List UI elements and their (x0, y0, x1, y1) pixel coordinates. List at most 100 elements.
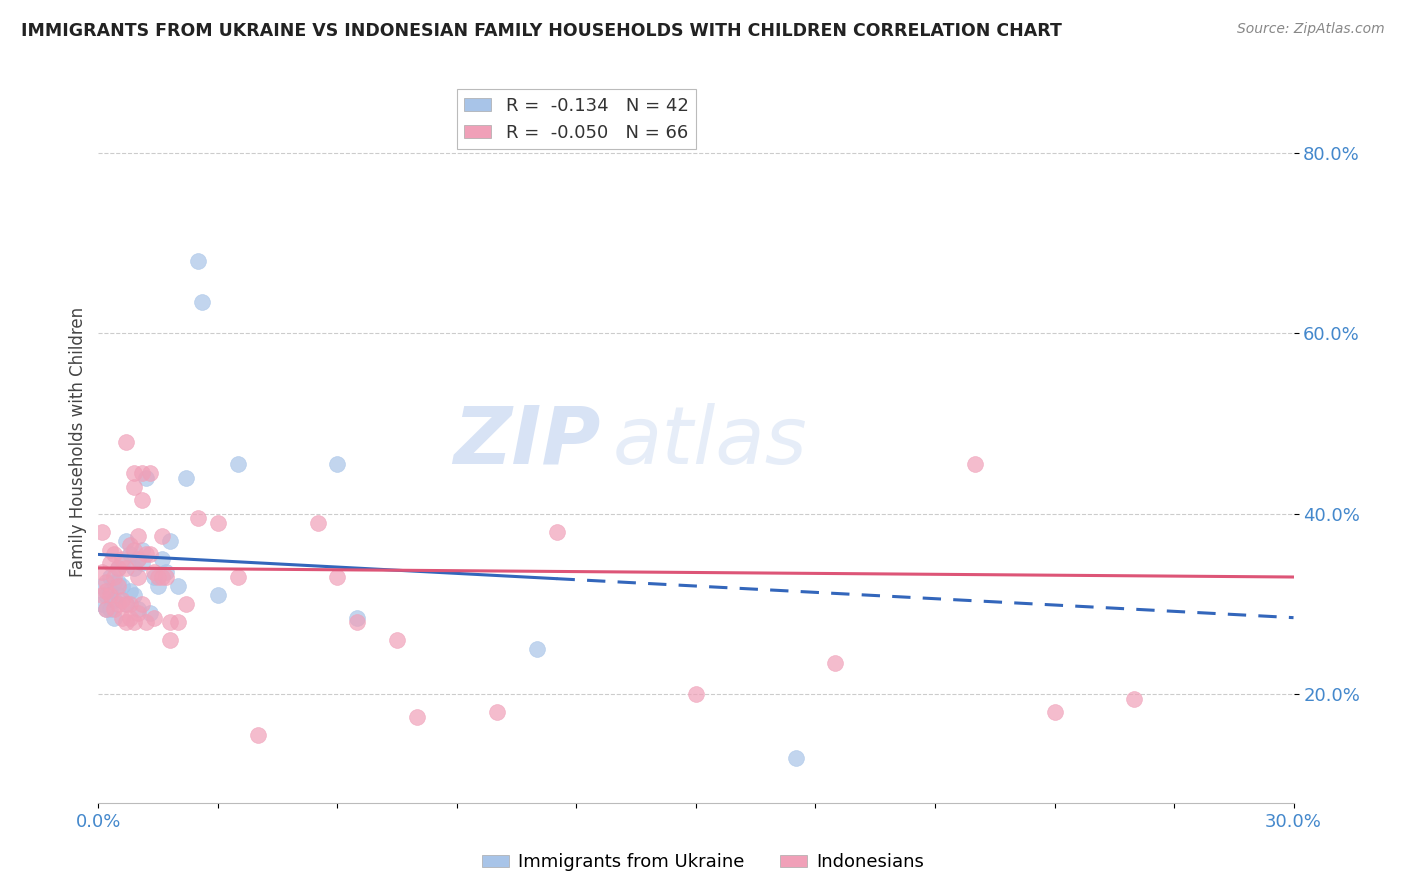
Point (150, 570, 173, 584)
Point (98, 588, 122, 602)
Point (120, 583, 142, 598)
Point (785, 750, 807, 764)
Point (111, 579, 134, 593)
Point (96, 601, 118, 615)
Text: IMMIGRANTS FROM UKRAINE VS INDONESIAN FAMILY HOUSEHOLDS WITH CHILDREN CORRELATIO: IMMIGRANTS FROM UKRAINE VS INDONESIAN FA… (21, 22, 1062, 40)
Point (174, 471, 197, 485)
Point (96, 601, 118, 615)
Point (191, 294, 214, 309)
Point (226, 570, 249, 584)
Point (127, 552, 149, 566)
Point (98, 557, 122, 571)
Point (107, 597, 129, 611)
Point (103, 548, 125, 562)
Point (103, 574, 125, 589)
Point (139, 548, 162, 562)
Point (159, 533, 181, 548)
Legend: R =  -0.134   N = 42, R =  -0.050   N = 66: R = -0.134 N = 42, R = -0.050 N = 66 (457, 89, 696, 149)
Point (120, 548, 142, 562)
Point (91, 588, 114, 602)
Point (207, 588, 229, 602)
Y-axis label: Family Households with Children: Family Households with Children (69, 307, 87, 576)
Point (98, 570, 122, 584)
Point (127, 552, 149, 566)
Text: ZIP: ZIP (453, 402, 600, 481)
Text: Source: ZipAtlas.com: Source: ZipAtlas.com (1237, 22, 1385, 37)
Point (124, 466, 146, 480)
Point (107, 561, 129, 575)
Point (159, 615, 181, 630)
Point (115, 597, 138, 611)
Point (685, 687, 707, 701)
Point (127, 570, 149, 584)
Point (139, 466, 162, 480)
Point (187, 253, 209, 268)
Point (135, 548, 157, 562)
Point (120, 597, 142, 611)
Point (246, 728, 269, 742)
Point (107, 588, 129, 602)
Point (103, 570, 125, 584)
Point (485, 706, 508, 720)
Point (150, 529, 173, 543)
Point (124, 480, 146, 494)
Point (143, 610, 166, 624)
Point (98, 601, 122, 615)
Point (207, 516, 229, 530)
Point (326, 457, 349, 471)
Point (155, 570, 177, 584)
Point (111, 592, 134, 607)
Point (124, 542, 146, 557)
Point (127, 601, 149, 615)
Point (1123, 692, 1146, 706)
Point (111, 557, 134, 571)
Point (120, 538, 142, 552)
Point (91, 524, 114, 539)
Point (124, 561, 146, 575)
Point (346, 615, 368, 630)
Point (115, 561, 138, 575)
Point (120, 610, 142, 624)
Point (96, 588, 118, 602)
Point (107, 561, 129, 575)
Point (115, 615, 138, 630)
Text: atlas: atlas (613, 402, 807, 481)
Point (107, 579, 129, 593)
Point (124, 588, 146, 602)
Point (824, 656, 846, 670)
Point (963, 457, 986, 471)
Point (115, 533, 138, 548)
Point (187, 511, 209, 525)
Point (111, 610, 134, 624)
Point (124, 615, 146, 630)
Point (406, 710, 429, 724)
Point (150, 552, 173, 566)
Point (526, 642, 548, 657)
Point (174, 597, 197, 611)
Point (167, 615, 190, 630)
Point (127, 529, 149, 543)
Point (91, 566, 114, 580)
Point (91, 579, 114, 593)
Point (385, 633, 409, 648)
Point (103, 610, 125, 624)
Point (135, 615, 157, 630)
Point (115, 597, 138, 611)
Point (96, 574, 118, 589)
Point (103, 601, 125, 615)
Point (546, 524, 568, 539)
Point (107, 574, 129, 589)
Point (131, 557, 153, 571)
Legend: Immigrants from Ukraine, Indonesians: Immigrants from Ukraine, Indonesians (474, 847, 932, 879)
Point (98, 583, 122, 598)
Point (115, 434, 138, 449)
Point (91, 597, 114, 611)
Point (131, 466, 153, 480)
Point (98, 542, 122, 557)
Point (111, 552, 134, 566)
Point (148, 579, 170, 593)
Point (96, 583, 118, 598)
Point (139, 606, 162, 620)
Point (131, 493, 153, 508)
Point (226, 457, 249, 471)
